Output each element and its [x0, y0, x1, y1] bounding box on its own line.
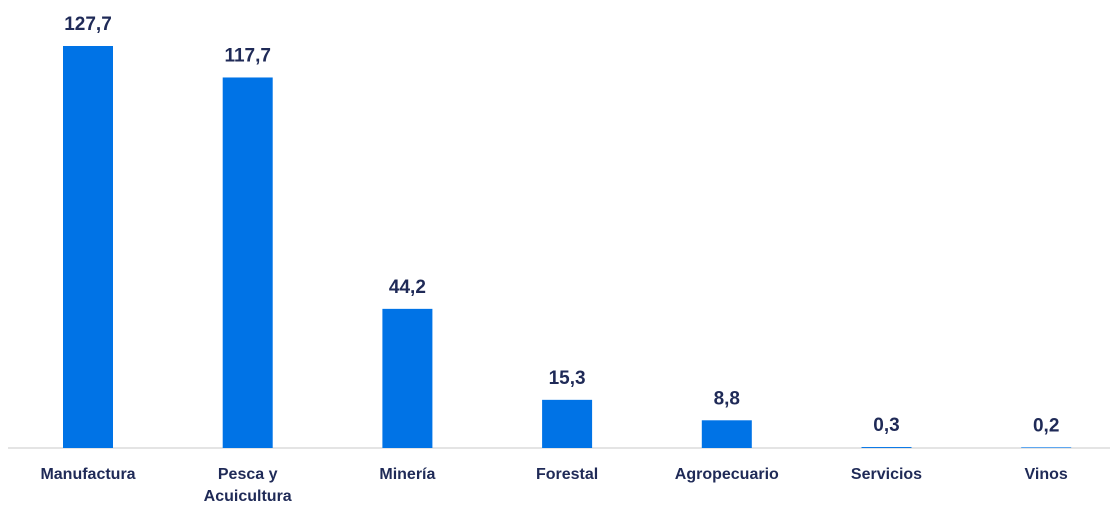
bar-1: [222, 77, 273, 448]
category-label-line: Acuicultura: [203, 488, 292, 505]
category-label-1: Pesca y Acuicultura: [173, 464, 323, 508]
category-label-line: Forestal: [535, 466, 599, 483]
category-label-5: Servicios: [812, 464, 962, 486]
bar-0: [63, 46, 113, 448]
bar-4: [701, 420, 752, 448]
category-label-3: Forestal: [492, 464, 642, 486]
bar-5: [861, 447, 912, 448]
bar-6: [1021, 447, 1072, 448]
bar-2: [382, 308, 433, 448]
value-label-3: 15,3: [549, 368, 586, 389]
value-label-2: 44,2: [389, 277, 426, 298]
category-label-line: Minería: [379, 466, 436, 483]
value-labels-group: 127,7 117,7 44,2 15,3 8,8 0,3 0,2: [64, 14, 1059, 436]
value-label-4: 8,8: [714, 388, 740, 409]
bar-3: [542, 399, 593, 448]
category-label-line: Pesca y: [217, 466, 278, 483]
category-label-line: Servicios: [850, 466, 923, 483]
category-label-line: Manufactura: [40, 466, 136, 483]
value-label-6: 0,2: [1033, 415, 1059, 436]
value-label-1: 117,7: [224, 45, 271, 66]
category-label-2: Minería: [332, 464, 482, 486]
category-label-0: Manufactura: [13, 464, 163, 486]
value-label-0: 127,7: [64, 14, 112, 35]
category-label-6: Vinos: [971, 464, 1116, 486]
category-label-line: Vinos: [1024, 466, 1068, 483]
category-label-line: Agropecuario: [674, 466, 779, 483]
bars-group: [63, 46, 1072, 448]
value-label-5: 0,3: [873, 415, 899, 436]
category-label-4: Agropecuario: [652, 464, 802, 486]
